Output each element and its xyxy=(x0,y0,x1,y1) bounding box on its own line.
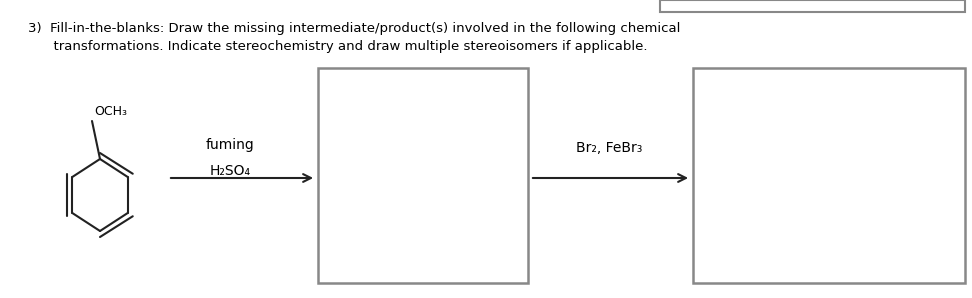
Text: Br₂, FeBr₃: Br₂, FeBr₃ xyxy=(575,141,642,155)
Text: H₂SO₄: H₂SO₄ xyxy=(209,164,251,178)
Text: 3)  Fill-in-the-blanks: Draw the missing intermediate/product(s) involved in the: 3) Fill-in-the-blanks: Draw the missing … xyxy=(28,22,680,35)
Text: OCH₃: OCH₃ xyxy=(94,105,127,118)
Bar xyxy=(660,0,965,12)
Bar xyxy=(318,68,528,283)
Bar xyxy=(693,68,965,283)
Text: transformations. Indicate stereochemistry and draw multiple stereoisomers if app: transformations. Indicate stereochemistr… xyxy=(28,40,647,53)
Text: fuming: fuming xyxy=(206,138,255,152)
